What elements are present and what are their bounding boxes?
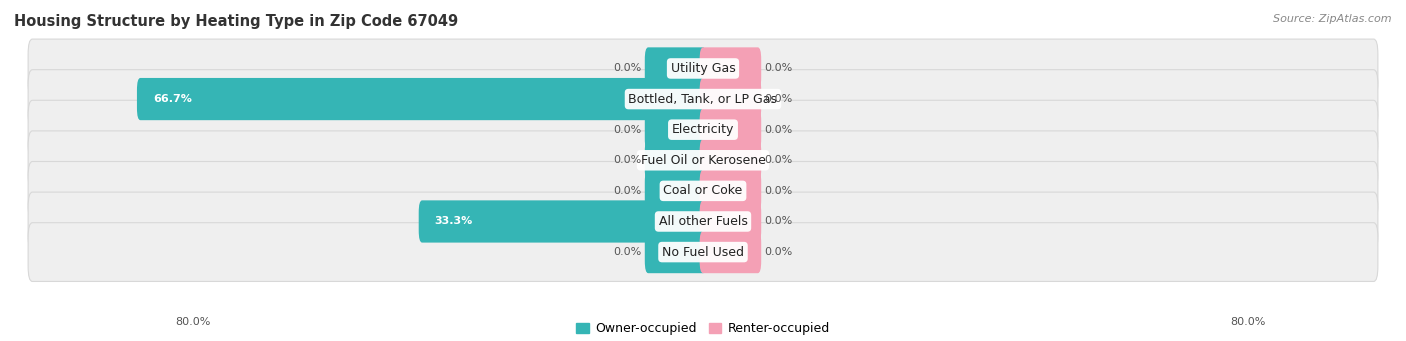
FancyBboxPatch shape <box>700 47 761 90</box>
Text: Source: ZipAtlas.com: Source: ZipAtlas.com <box>1274 14 1392 24</box>
Text: 0.0%: 0.0% <box>765 63 793 73</box>
Text: 0.0%: 0.0% <box>613 125 641 135</box>
Text: 0.0%: 0.0% <box>613 155 641 165</box>
Text: 0.0%: 0.0% <box>765 125 793 135</box>
Legend: Owner-occupied, Renter-occupied: Owner-occupied, Renter-occupied <box>571 317 835 340</box>
FancyBboxPatch shape <box>28 70 1378 129</box>
Text: 0.0%: 0.0% <box>765 155 793 165</box>
Text: 80.0%: 80.0% <box>1230 317 1265 327</box>
FancyBboxPatch shape <box>700 231 761 273</box>
FancyBboxPatch shape <box>645 231 706 273</box>
Text: 0.0%: 0.0% <box>765 186 793 196</box>
Text: 0.0%: 0.0% <box>765 217 793 226</box>
FancyBboxPatch shape <box>645 170 706 212</box>
Text: 80.0%: 80.0% <box>176 317 211 327</box>
FancyBboxPatch shape <box>28 223 1378 281</box>
FancyBboxPatch shape <box>28 39 1378 98</box>
Text: Utility Gas: Utility Gas <box>671 62 735 75</box>
Text: Coal or Coke: Coal or Coke <box>664 184 742 197</box>
Text: 66.7%: 66.7% <box>153 94 191 104</box>
FancyBboxPatch shape <box>419 201 706 242</box>
Text: 0.0%: 0.0% <box>613 247 641 257</box>
Text: 0.0%: 0.0% <box>765 247 793 257</box>
FancyBboxPatch shape <box>700 139 761 181</box>
Text: Bottled, Tank, or LP Gas: Bottled, Tank, or LP Gas <box>628 92 778 106</box>
FancyBboxPatch shape <box>700 108 761 151</box>
Text: Electricity: Electricity <box>672 123 734 136</box>
Text: All other Fuels: All other Fuels <box>658 215 748 228</box>
FancyBboxPatch shape <box>700 78 761 120</box>
FancyBboxPatch shape <box>28 131 1378 190</box>
Text: Housing Structure by Heating Type in Zip Code 67049: Housing Structure by Heating Type in Zip… <box>14 14 458 29</box>
FancyBboxPatch shape <box>700 201 761 242</box>
FancyBboxPatch shape <box>645 108 706 151</box>
Text: 0.0%: 0.0% <box>613 63 641 73</box>
FancyBboxPatch shape <box>700 170 761 212</box>
Text: 0.0%: 0.0% <box>613 186 641 196</box>
FancyBboxPatch shape <box>136 78 706 120</box>
Text: No Fuel Used: No Fuel Used <box>662 246 744 258</box>
FancyBboxPatch shape <box>645 47 706 90</box>
Text: 0.0%: 0.0% <box>765 94 793 104</box>
FancyBboxPatch shape <box>28 192 1378 251</box>
FancyBboxPatch shape <box>645 139 706 181</box>
FancyBboxPatch shape <box>28 162 1378 220</box>
Text: 33.3%: 33.3% <box>434 217 472 226</box>
Text: Fuel Oil or Kerosene: Fuel Oil or Kerosene <box>641 154 765 167</box>
FancyBboxPatch shape <box>28 100 1378 159</box>
